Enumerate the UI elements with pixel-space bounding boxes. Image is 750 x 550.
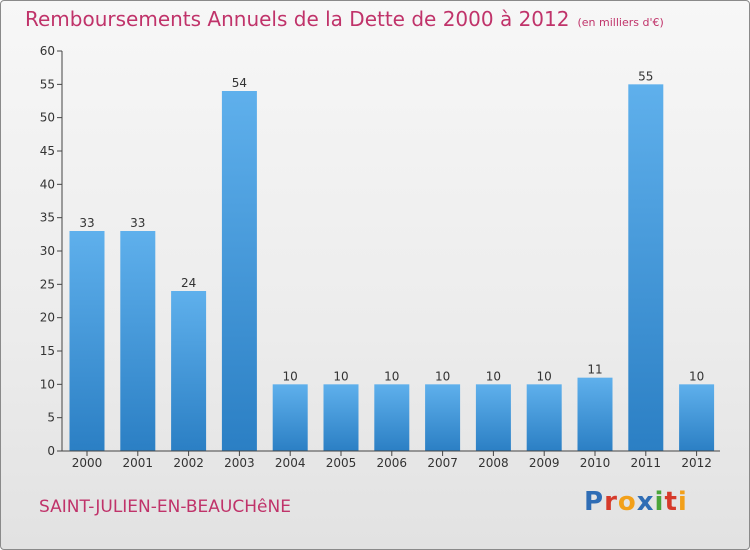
x-tick-label: 2011 <box>631 456 662 470</box>
y-tick-label: 15 <box>40 344 55 358</box>
y-tick-label: 35 <box>40 211 55 225</box>
bars: 33 33 24 54 10 10 10 10 10 10 11 55 10 <box>69 69 715 451</box>
logo-letter: x <box>636 487 655 517</box>
logo-letter: P <box>584 487 605 517</box>
x-tick-label: 2012 <box>681 456 712 470</box>
y-tick-label: 55 <box>40 77 55 91</box>
x-tick-label: 2006 <box>377 456 408 470</box>
y-tick-label: 20 <box>40 311 55 325</box>
bar-value-label: 10 <box>689 369 704 383</box>
bar-value-label: 10 <box>384 369 399 383</box>
x-tick-label: 2009 <box>529 456 560 470</box>
bar-2009 <box>526 384 562 451</box>
logo-letter: t <box>664 487 678 517</box>
x-tick-label: 2004 <box>275 456 306 470</box>
y-axis: 0 5 10 15 20 25 30 35 40 45 50 55 60 <box>40 44 63 458</box>
y-tick-label: 45 <box>40 144 55 158</box>
bar-value-label: 11 <box>587 363 602 377</box>
title-row: Remboursements Annuels de la Dette de 20… <box>25 7 664 31</box>
bar-2003 <box>221 91 257 451</box>
bar-2011 <box>628 84 664 451</box>
y-tick-label: 40 <box>40 177 55 191</box>
bar-value-label: 54 <box>232 76 247 90</box>
bar-2001 <box>120 231 156 451</box>
bar-2006 <box>374 384 410 451</box>
bar-value-label: 24 <box>181 276 196 290</box>
bar-value-label: 10 <box>283 369 298 383</box>
bar-2008 <box>475 384 511 451</box>
bar-2000 <box>69 231 105 451</box>
y-tick-label: 30 <box>40 244 55 258</box>
x-tick-label: 2002 <box>173 456 204 470</box>
bar-2005 <box>323 384 359 451</box>
bar-2004 <box>272 384 308 451</box>
x-tick-label: 2001 <box>123 456 154 470</box>
y-tick-label: 60 <box>40 44 55 58</box>
y-tick-label: 10 <box>40 377 55 391</box>
y-tick-label: 0 <box>47 444 55 458</box>
bar-value-label: 55 <box>638 69 653 83</box>
bar-value-label: 33 <box>79 216 94 230</box>
proxiti-logo: Proxiti <box>584 487 688 517</box>
chart-subtitle: (en milliers d'€) <box>577 16 664 29</box>
x-tick-label: 2003 <box>224 456 255 470</box>
bar-2002 <box>171 291 207 451</box>
y-tick-label: 5 <box>47 411 55 425</box>
bar-value-label: 10 <box>486 369 501 383</box>
logo-letter: o <box>617 487 637 517</box>
x-tick-label: 2010 <box>580 456 611 470</box>
x-tick-label: 2005 <box>326 456 357 470</box>
logo-letter: i <box>677 487 688 517</box>
logo-letter: r <box>604 487 618 517</box>
bar-value-label: 10 <box>333 369 348 383</box>
y-tick-label: 25 <box>40 277 55 291</box>
bar-2010 <box>577 377 613 451</box>
bar-value-label: 33 <box>130 216 145 230</box>
x-tick-label: 2008 <box>478 456 509 470</box>
bar-value-label: 10 <box>537 369 552 383</box>
bar-value-label: 10 <box>435 369 450 383</box>
x-tick-label: 2007 <box>427 456 458 470</box>
commune-name: SAINT-JULIEN-EN-BEAUCHêNE <box>39 497 291 517</box>
chart-title: Remboursements Annuels de la Dette de 20… <box>25 7 570 31</box>
x-axis: 2000 2001 2002 2003 2004 2005 2006 2007 2008 2009… <box>62 450 720 470</box>
logo-letter: i <box>654 487 665 517</box>
y-tick-label: 50 <box>40 111 55 125</box>
x-tick-label: 2000 <box>72 456 103 470</box>
bar-2012 <box>679 384 715 451</box>
bar-2007 <box>425 384 461 451</box>
